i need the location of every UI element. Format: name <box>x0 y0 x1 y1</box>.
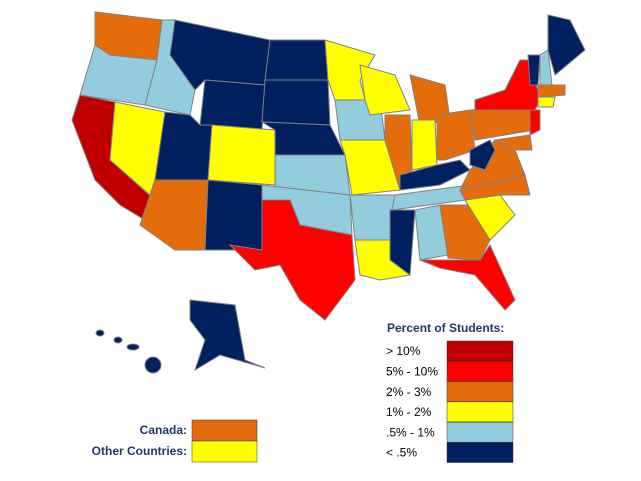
state <box>436 109 476 161</box>
state <box>537 84 566 98</box>
legend-swatch <box>446 401 514 423</box>
legend-swatch <box>446 361 514 382</box>
state <box>204 179 263 251</box>
state <box>469 139 496 171</box>
state <box>144 356 162 374</box>
state <box>228 199 356 321</box>
state <box>261 79 331 126</box>
state <box>493 134 533 151</box>
legend-swatch <box>446 442 514 463</box>
legend-label: > 10% <box>386 344 421 358</box>
state <box>189 299 266 372</box>
legend-swatch <box>446 340 514 362</box>
state <box>419 243 516 311</box>
states <box>71 11 586 374</box>
state <box>359 64 411 116</box>
legend-swatch <box>191 419 258 442</box>
legend-title: Percent of Students: <box>387 321 504 335</box>
state <box>207 124 276 186</box>
state <box>411 119 438 171</box>
legend-swatch <box>446 421 514 443</box>
legend-label: .5% - 1% <box>386 425 435 439</box>
state <box>95 329 105 337</box>
legend-swatch <box>191 440 258 463</box>
state <box>527 54 541 86</box>
legend-label: Other Countries: <box>92 444 187 458</box>
state <box>529 109 541 136</box>
legend-label: 2% - 3% <box>386 385 432 399</box>
state <box>113 336 123 344</box>
legend-label: < .5% <box>386 446 417 460</box>
legend-label: 5% - 10% <box>386 364 438 378</box>
legend-label: Canada: <box>140 423 187 437</box>
state <box>264 39 329 81</box>
state <box>537 96 556 108</box>
state <box>126 343 140 351</box>
state <box>199 79 266 131</box>
legend-swatch <box>446 381 514 402</box>
state <box>349 194 396 241</box>
state <box>547 14 586 76</box>
state <box>339 139 401 196</box>
legend-label: 1% - 2% <box>386 405 432 419</box>
state <box>389 209 416 276</box>
